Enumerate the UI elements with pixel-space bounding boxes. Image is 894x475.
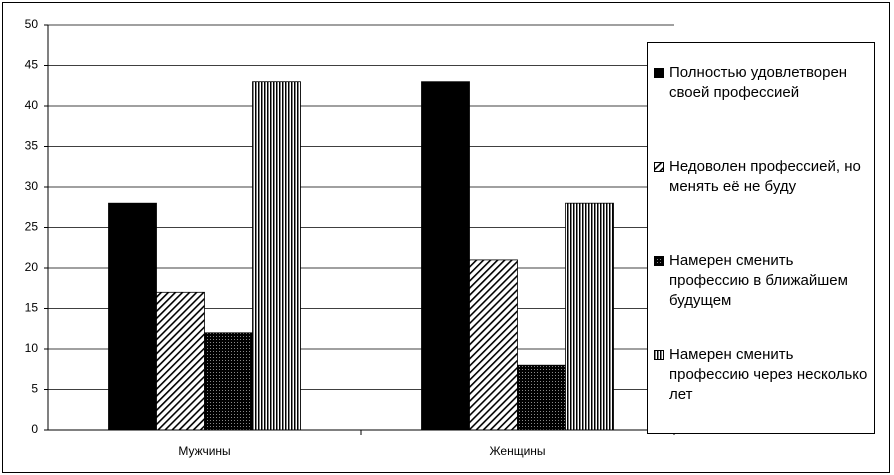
legend-swatch (654, 350, 664, 360)
bar (517, 364, 566, 431)
legend: Полностью удовлетворен своей профессией Н… (647, 42, 875, 434)
y-tick-label: 0 (31, 422, 38, 436)
legend-label: Недоволен профессией, но менять её не бу… (669, 158, 861, 195)
legend-item: Намерен сменить профессию в ближайшем бу… (654, 251, 868, 311)
bar (469, 259, 518, 431)
legend-label: Намерен сменить профессию через нескольк… (669, 346, 868, 403)
y-tick-label: 50 (25, 17, 39, 31)
legend-label: Намерен сменить профессию в ближайшем бу… (669, 252, 848, 309)
legend-label: Полностью удовлетворен своей профессией (669, 64, 848, 101)
legend-swatch (654, 162, 664, 172)
legend-swatch (654, 256, 664, 266)
x-tick-label: Мужчины (178, 444, 230, 458)
y-tick-label: 20 (25, 260, 39, 274)
x-tick-label: Женщины (489, 444, 545, 458)
y-tick-label: 45 (25, 58, 39, 72)
bar (156, 291, 205, 431)
y-tick-label: 30 (25, 179, 39, 193)
legend-item: Намерен сменить профессию через нескольк… (654, 345, 868, 405)
y-tick-label: 40 (25, 98, 39, 112)
legend-swatch (654, 68, 664, 78)
legend-item: Недоволен профессией, но менять её не бу… (654, 157, 868, 197)
bar (204, 332, 253, 431)
bar (252, 81, 301, 431)
y-tick-label: 35 (25, 139, 39, 153)
legend-item: Полностью удовлетворен своей профессией (654, 63, 868, 103)
y-tick-label: 15 (25, 301, 39, 315)
bar (421, 81, 470, 431)
bar (565, 202, 614, 431)
y-tick-label: 10 (25, 341, 39, 355)
y-tick-label: 25 (25, 220, 39, 234)
y-tick-label: 5 (31, 382, 38, 396)
bar (108, 202, 157, 431)
